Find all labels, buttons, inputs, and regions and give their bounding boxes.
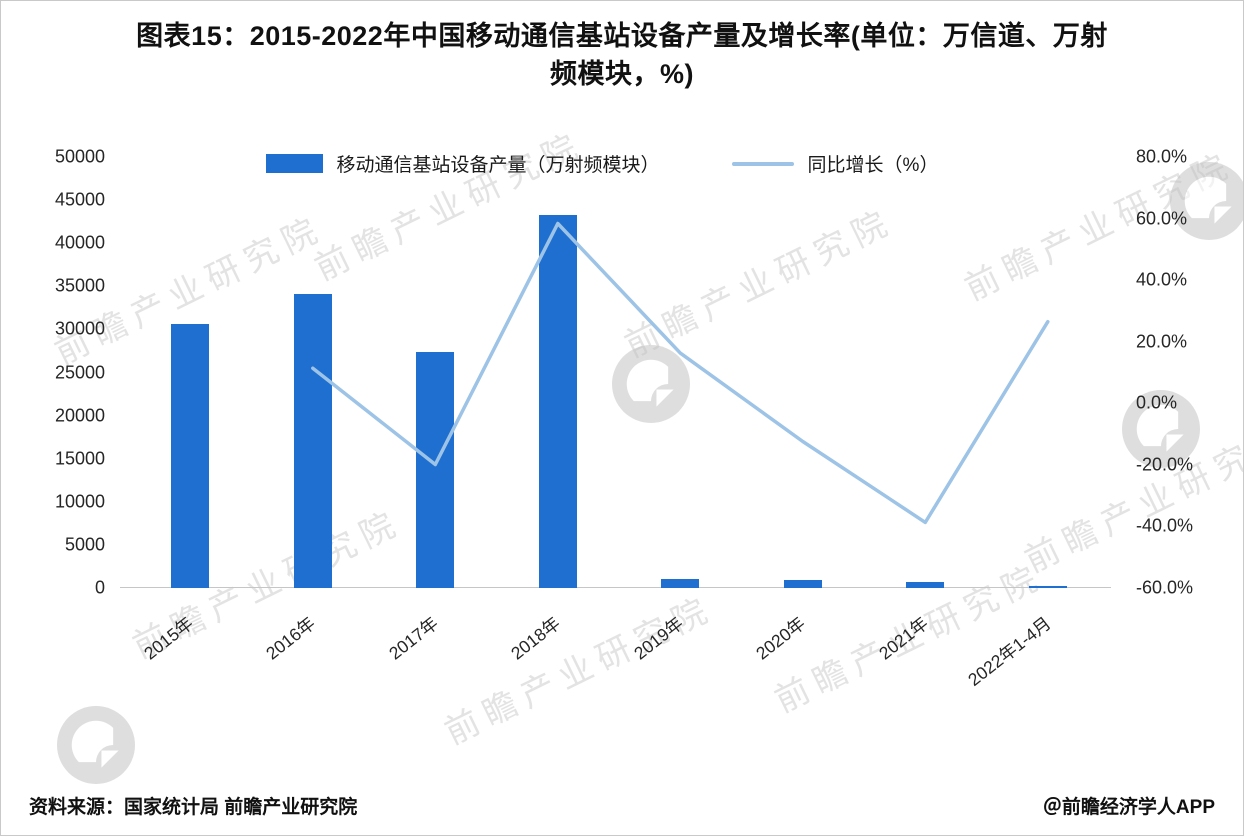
right-axis-tick: -40.0% — [1136, 515, 1194, 536]
bar-2016年 — [293, 294, 332, 588]
x-axis-label: 2016年 — [262, 613, 320, 664]
growth-line — [311, 221, 1050, 525]
left-axis: 50000 45000 40000 35000 30000 25000 20000 15000… — [27, 147, 105, 598]
figure-title: 图表15：2015-2022年中国移动通信基站设备产量及增长率(单位：万信道、万… — [29, 17, 1215, 93]
bar-2022年1-4月 — [1028, 585, 1067, 588]
legend-bar-swatch — [265, 154, 323, 173]
left-axis-tick: 20000 — [54, 405, 105, 426]
right-axis-tick: 40.0% — [1136, 269, 1188, 290]
credit-note: ＠前瞻经济学人APP — [1042, 797, 1215, 818]
figure-title-line2: 频模块，%) — [550, 59, 694, 89]
figure-title-line1: 图表15：2015-2022年中国移动通信基站设备产量及增长率(单位：万信道、万… — [136, 21, 1108, 51]
x-axis-label: 2021年 — [874, 613, 932, 664]
source-note: 资料来源：国家统计局 前瞻产业研究院 — [29, 797, 358, 818]
legend-line-swatch — [731, 161, 794, 166]
legend-item-production: 移动通信基站设备产量（万射频模块） — [265, 150, 660, 177]
x-axis-label: 2019年 — [629, 613, 687, 664]
right-axis-tick: 0.0% — [1136, 392, 1178, 413]
x-axis-line — [120, 587, 1111, 588]
bar-2019年 — [661, 578, 700, 588]
legend-line-label: 同比增长（%） — [807, 155, 939, 176]
footer: 资料来源：国家统计局 前瞻产业研究院 ＠前瞻经济学人APP — [29, 792, 1215, 819]
bar-2018年 — [538, 214, 577, 588]
right-axis-tick: 80.0% — [1136, 146, 1188, 167]
left-axis-tick: 10000 — [54, 491, 105, 512]
left-axis-tick: 45000 — [54, 189, 105, 210]
left-axis-tick: 0 — [94, 577, 105, 598]
legend: 移动通信基站设备产量（万射频模块） 同比增长（%） — [71, 150, 1133, 177]
right-axis-tick: -20.0% — [1136, 454, 1194, 475]
left-axis-tick: 35000 — [54, 275, 105, 296]
bar-2017年 — [416, 351, 455, 588]
watermark-logo — [57, 706, 135, 784]
legend-bar-label: 移动通信基站设备产量（万射频模块） — [336, 155, 660, 176]
x-axis-label: 2022年1-4月 — [963, 613, 1055, 690]
plot-area — [120, 157, 1111, 588]
left-axis-tick: 40000 — [54, 232, 105, 253]
left-axis-tick: 50000 — [54, 146, 105, 167]
left-axis-tick: 5000 — [64, 534, 105, 555]
bars-layer — [129, 157, 1109, 588]
bar-2020年 — [783, 580, 822, 588]
x-axis-label: 2015年 — [139, 613, 197, 664]
left-axis-tick: 25000 — [54, 362, 105, 382]
right-axis: 80.0% 60.0% 40.0% 20.0% 0.0% -20.0% -40.0% -60.… — [1136, 147, 1231, 598]
right-axis-tick: 60.0% — [1136, 208, 1188, 229]
x-axis-labels: 2015年 2016年 2017年 2018年 2019年 2020年 2021年 2022年… — [129, 602, 1109, 732]
left-axis-tick: 15000 — [54, 448, 105, 469]
right-axis-tick: -60.0% — [1136, 577, 1194, 598]
x-axis-label: 2017年 — [384, 613, 442, 664]
left-axis-tick: 30000 — [54, 318, 105, 339]
legend-item-growth: 同比增长（%） — [731, 150, 939, 177]
bar-2015年 — [171, 324, 210, 588]
x-axis-label: 2018年 — [507, 613, 565, 664]
x-axis-label: 2020年 — [752, 613, 810, 664]
bar-2021年 — [906, 582, 945, 588]
right-axis-tick: 20.0% — [1136, 331, 1188, 352]
